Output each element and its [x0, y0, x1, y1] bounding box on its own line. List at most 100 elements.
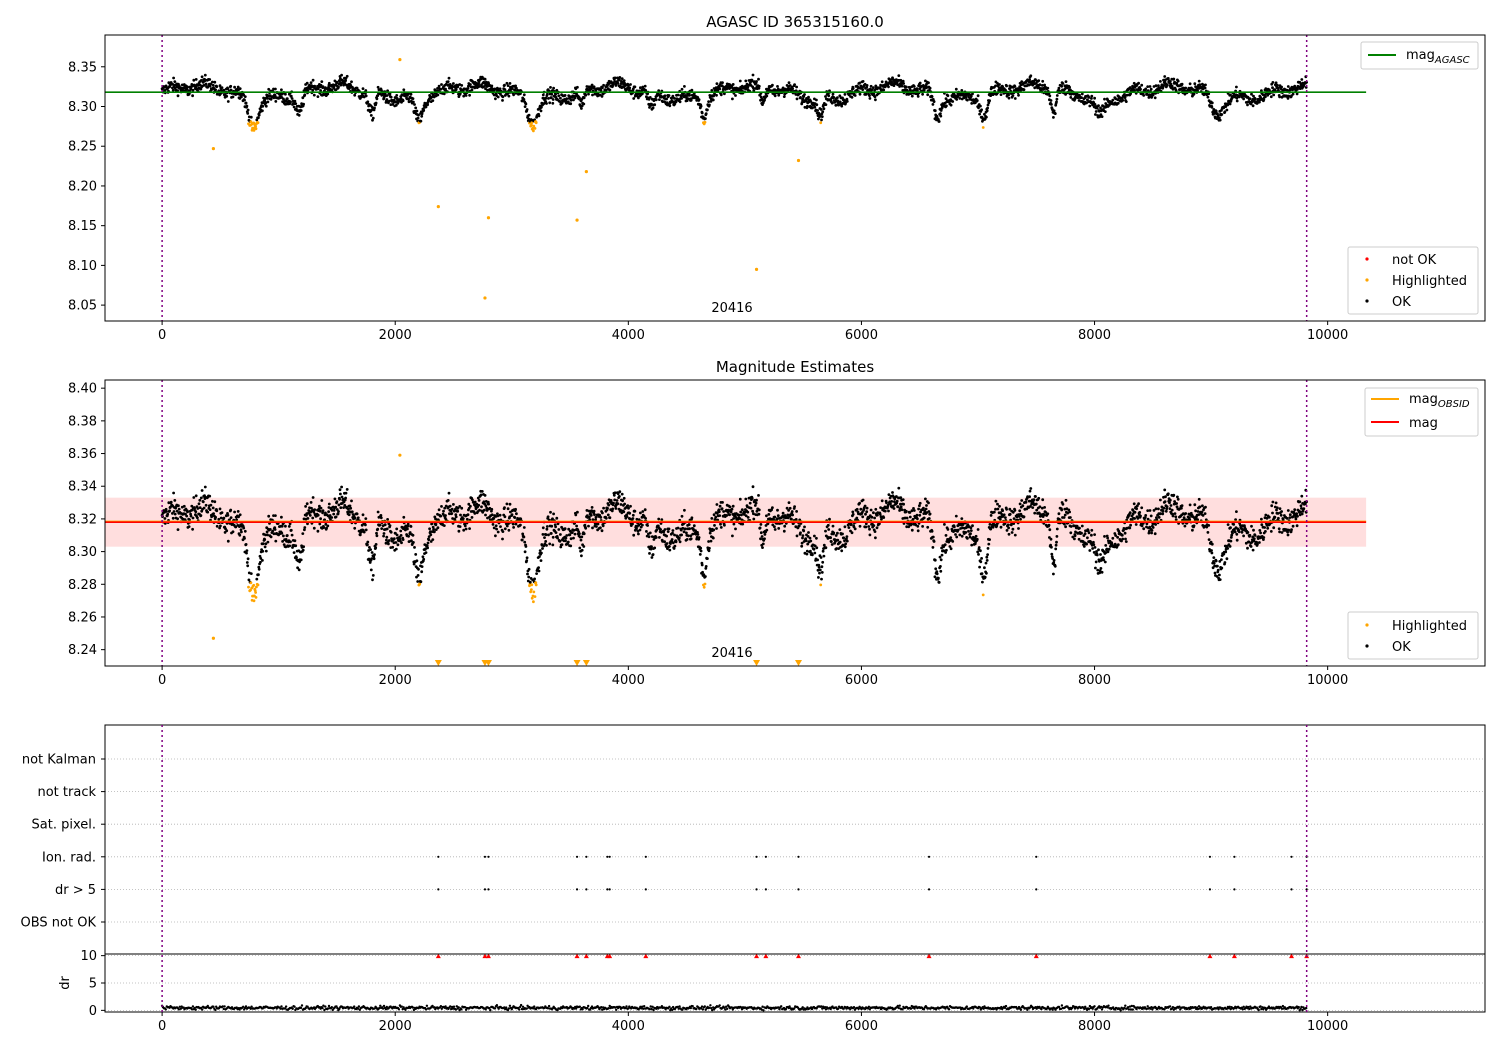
panel-2-point-1825	[883, 509, 887, 513]
panel-1-point-316	[285, 97, 289, 101]
panel-1-point-2876	[1300, 78, 1304, 81]
panel-2-point-476	[349, 506, 353, 510]
panel-2-point-301	[280, 515, 283, 519]
panel-2-point-1387	[710, 517, 714, 520]
panel-1-ytick-label-5: 8.30	[68, 100, 97, 115]
panel-2-point-1728	[845, 535, 849, 538]
panel-1-point-120	[208, 78, 212, 81]
panel-2-point-286	[274, 514, 277, 517]
panel-2-point-1060	[580, 548, 584, 552]
panel-1-point-815	[483, 77, 487, 81]
panel-2-point-467	[345, 488, 349, 491]
panel-2-point-93	[197, 502, 201, 506]
panel-1-point-2654	[1212, 108, 1216, 111]
panel-2-point-573	[387, 539, 391, 542]
panel-2-point-1110	[600, 529, 604, 533]
panel-2-point-1590	[790, 510, 794, 513]
panel-2-point-147	[219, 524, 222, 528]
panel-1-point-848	[496, 95, 500, 99]
panel-1-point-335	[293, 99, 297, 103]
panel-1-point-1768	[861, 88, 865, 91]
panel-2-point-752	[458, 525, 462, 528]
panel-1-point-957	[540, 105, 543, 109]
panel-1-point-2814	[1275, 83, 1279, 87]
panel-1-point-1328	[687, 97, 690, 101]
panel-1-highlighted-2	[436, 205, 440, 209]
panel-2-point-670	[426, 546, 429, 550]
panel-2-point-1978	[944, 534, 948, 537]
panel-1-point-2249	[1052, 116, 1055, 119]
panel-2-point-413	[324, 522, 328, 526]
panel-1-point-64	[186, 85, 189, 89]
panel-2-point-1974	[943, 523, 946, 526]
panel-1-point-1913	[918, 81, 922, 85]
panel-2-point-1330	[687, 523, 691, 526]
panel-1-point-752	[458, 93, 462, 96]
panel-2-point-1646	[813, 534, 816, 538]
panel-2-point-1053	[578, 532, 581, 536]
panel-2-point-1505	[757, 494, 760, 497]
panel-2-point-909	[520, 538, 524, 542]
panel-2-point-1235	[650, 545, 653, 549]
panel-1-point-1656	[817, 117, 820, 121]
panel-2-point-1121	[604, 516, 608, 520]
panel-1-point-2754	[1252, 94, 1255, 98]
panel-2-point-994	[554, 531, 558, 534]
panel-1-point-2004	[954, 87, 958, 91]
panel-1-highlighted-0	[211, 147, 215, 151]
panel-1-point-1938	[928, 86, 932, 90]
panel-2-point-636	[412, 562, 416, 566]
panel-1-point-1666	[820, 115, 824, 118]
panel-1-point-972	[545, 92, 549, 96]
panel-2-point-434	[332, 509, 336, 512]
panel-2-point-1236	[650, 556, 654, 559]
panel-2-point-183	[233, 510, 237, 514]
panel-1-point-2273	[1061, 82, 1065, 85]
panel-1-point-591	[394, 103, 398, 107]
panel-2-point-1351	[696, 531, 699, 534]
panel-1-point-2619	[1198, 83, 1202, 87]
panel-1-point-267	[266, 100, 270, 104]
panel-1-point-441	[335, 80, 339, 84]
panel-1-point-1243	[653, 103, 657, 107]
panel-1-point-2687	[1225, 108, 1229, 112]
panel-2-point-1474	[744, 514, 748, 518]
panel-2-point-746	[456, 509, 460, 513]
panel-2-point-640	[414, 553, 418, 556]
panel-2-point-1193	[633, 509, 637, 513]
panel-2-point-1865	[899, 505, 903, 509]
panel-1-point-1585	[788, 84, 792, 87]
panel-2-point-1999	[952, 525, 956, 529]
panel-2-point-563	[383, 523, 387, 527]
legend-label-mag-agasc: magAGASC	[1406, 48, 1470, 66]
panel-2-point-260	[263, 545, 267, 549]
panel-2-point-1637	[809, 539, 813, 543]
panel-2-point-1406	[717, 510, 721, 514]
panel-2-point-846	[496, 512, 499, 516]
panel-2-point-1955	[935, 570, 939, 573]
panel-1-point-1786	[868, 97, 872, 100]
panel-2-point-1828	[885, 501, 888, 505]
panel-2-point-1570	[782, 529, 786, 533]
panel-1-point-1647	[813, 105, 817, 109]
panel-2-point-1130	[608, 516, 612, 520]
panel-2-point-1018	[564, 539, 567, 543]
panel-1-point-2606	[1193, 82, 1197, 86]
panel-2-point-525	[368, 561, 372, 564]
panel-2-point-1436	[729, 510, 733, 514]
panel-1-point-301	[280, 88, 283, 92]
panel-1-point-381	[311, 78, 315, 82]
panel-1-point-2346	[1090, 94, 1094, 98]
panel-2-point-765	[463, 524, 467, 528]
panel-2-point-151	[220, 511, 224, 514]
panel-1-point-2372	[1100, 115, 1104, 118]
panel-2-point-1379	[707, 540, 710, 543]
panel-2-point-591	[394, 547, 398, 551]
panel-2-point-620	[406, 524, 410, 528]
panel-1-obsid-label: 20416	[711, 301, 752, 316]
panel-1-point-2487	[1146, 85, 1150, 88]
panel-2-point-1328	[687, 534, 690, 538]
panel-2-point-619	[406, 527, 409, 531]
panel-2-point-1230	[648, 552, 651, 555]
panel-2-point-892	[514, 507, 517, 511]
